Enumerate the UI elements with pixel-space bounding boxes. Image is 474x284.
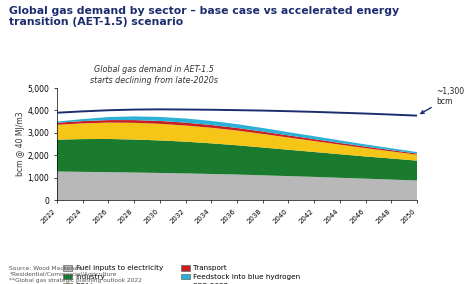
Text: Source: Wood Mackenzie
*Residential/Commercial/Agriculture
**Global gas strategi: Source: Wood Mackenzie *Residential/Comm… bbox=[9, 266, 142, 283]
Y-axis label: bcm @ 40 MJ/m3: bcm @ 40 MJ/m3 bbox=[16, 112, 25, 176]
Text: Global gas demand in AET-1.5
starts declining from late-2020s: Global gas demand in AET-1.5 starts decl… bbox=[90, 65, 218, 85]
Text: ~1,300
bcm: ~1,300 bcm bbox=[421, 87, 465, 114]
Legend: Fuel inputs to electricity, Industry, RCA*, Transport, Feedstock into blue hydro: Fuel inputs to electricity, Industry, RC… bbox=[61, 262, 303, 284]
Text: Global gas demand by sector – base case vs accelerated energy
transition (AET-1.: Global gas demand by sector – base case … bbox=[9, 6, 400, 27]
